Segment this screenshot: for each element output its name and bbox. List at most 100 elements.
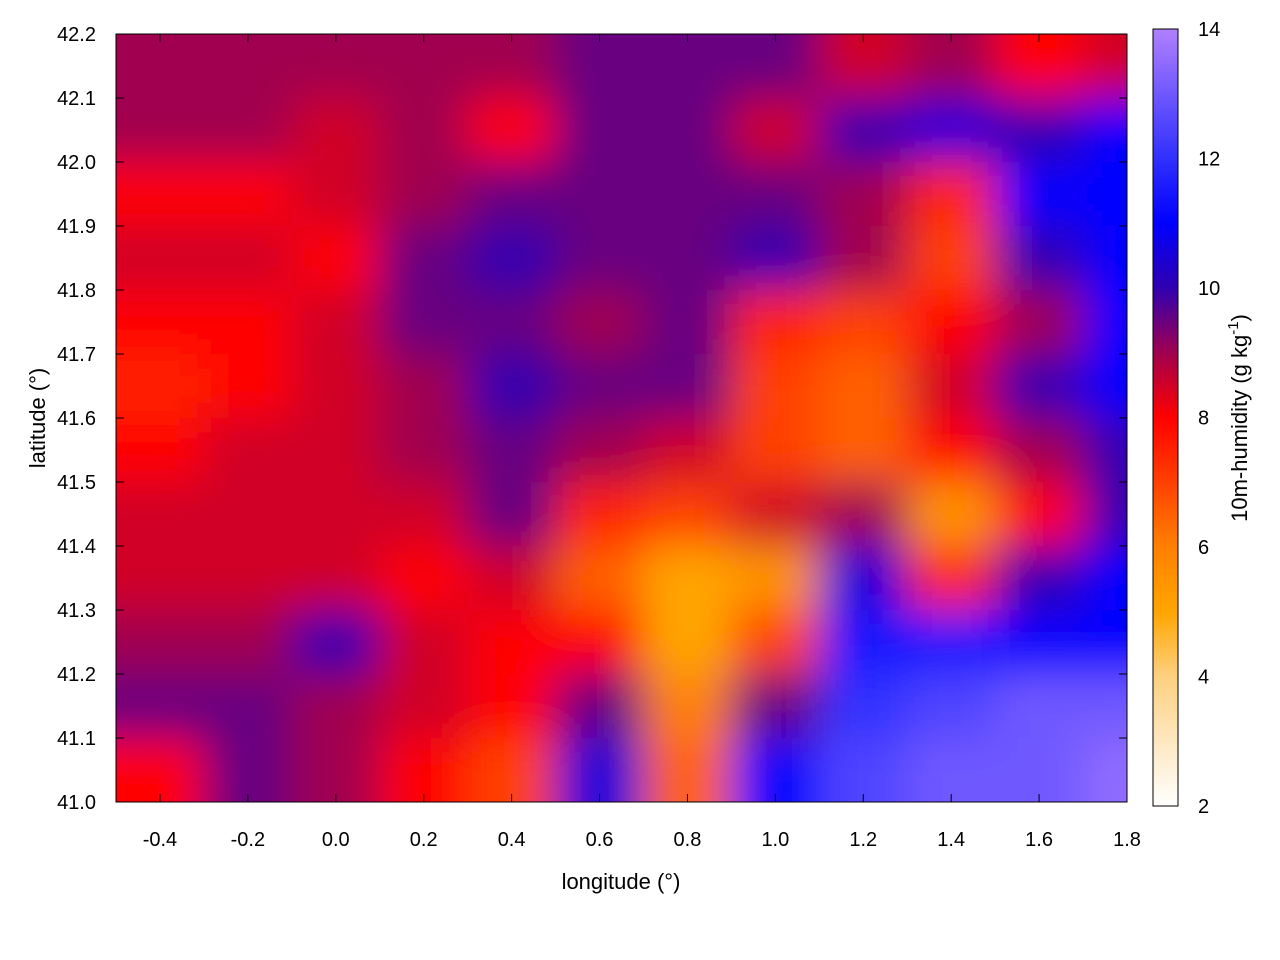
heatmap-cell <box>291 162 381 227</box>
heatmap-cell <box>116 482 205 547</box>
heatmap-cell <box>116 546 205 611</box>
heatmap-cell <box>291 34 381 99</box>
heatmap-cell <box>907 162 997 227</box>
heatmap-cell <box>643 546 733 611</box>
heatmap-cell <box>555 354 645 419</box>
heatmap-cell <box>995 34 1085 99</box>
heatmap-cell <box>907 98 997 163</box>
heatmap-cell <box>291 482 381 547</box>
heatmap-cell <box>203 418 293 483</box>
colorbar <box>1152 28 1179 807</box>
heatmap-cell <box>555 546 645 611</box>
heatmap-cell <box>116 738 205 802</box>
y-tick-label: 42.1 <box>57 88 96 110</box>
heatmap-cell <box>1083 674 1127 739</box>
heatmap-cell <box>995 674 1085 739</box>
heatmap-cell <box>379 34 469 99</box>
x-tick-label: 0.2 <box>410 829 438 851</box>
heatmap-cell <box>819 418 909 483</box>
colorbar-tick-label: 12 <box>1198 149 1220 171</box>
heatmap-cell <box>819 354 909 419</box>
heatmap-cell <box>203 546 293 611</box>
y-tick-label: 42.0 <box>57 152 96 174</box>
heatmap-cell <box>1083 162 1127 227</box>
heatmap-cell <box>907 226 997 291</box>
heatmap-cell <box>731 98 821 163</box>
x-tick-label: 1.0 <box>761 829 789 851</box>
heatmap-cell <box>379 482 469 547</box>
colorbar-tick-label: 10 <box>1198 278 1220 300</box>
heatmap-cell <box>819 546 909 611</box>
heatmap-cell <box>907 354 997 419</box>
heatmap-cell <box>203 354 293 419</box>
heatmap-cell <box>731 290 821 355</box>
heatmap-cell <box>467 482 557 547</box>
x-tick-label: 0.6 <box>586 829 614 851</box>
heatmap-cell <box>995 162 1085 227</box>
heatmap-cell <box>1083 418 1127 483</box>
heatmap-cell <box>291 738 381 802</box>
x-tick-label: 0.8 <box>674 829 702 851</box>
heatmap-cell <box>555 738 645 802</box>
heatmap-cell <box>643 98 733 163</box>
heatmap-cell <box>203 674 293 739</box>
heatmap-cell <box>995 354 1085 419</box>
heatmap-cell <box>995 738 1085 802</box>
heatmap-cell <box>1083 34 1127 99</box>
heatmap-cell <box>907 418 997 483</box>
x-tick-label: 1.8 <box>1113 829 1141 851</box>
heatmap-cell <box>203 226 293 291</box>
heatmap-cell <box>467 98 557 163</box>
heatmap-cell <box>731 354 821 419</box>
heatmap-cell <box>907 34 997 99</box>
y-tick-label: 41.2 <box>57 664 96 686</box>
heatmap-cell <box>291 290 381 355</box>
heatmap-cell <box>467 546 557 611</box>
heatmap-cell <box>467 354 557 419</box>
heatmap-cell <box>379 290 469 355</box>
heatmap-cell <box>731 226 821 291</box>
heatmap-cell <box>1083 226 1127 291</box>
heatmap-cell <box>731 482 821 547</box>
colorbar-tick-label: 4 <box>1198 667 1209 689</box>
y-tick-label: 41.3 <box>57 600 96 622</box>
y-tick-label: 41.4 <box>57 536 96 558</box>
heatmap-cell <box>731 418 821 483</box>
heatmap-cell <box>907 546 997 611</box>
heatmap-cell <box>203 738 293 802</box>
heatmap-cell <box>819 674 909 739</box>
y-tick-label: 41.6 <box>57 408 96 430</box>
heatmap-cell <box>555 226 645 291</box>
y-tick-label: 41.1 <box>57 728 96 750</box>
heatmap-cell <box>116 290 205 355</box>
heatmap-cell <box>1083 354 1127 419</box>
heatmap-cell <box>643 162 733 227</box>
heatmap-cell <box>467 674 557 739</box>
heatmap-cell <box>995 482 1085 547</box>
x-tick-label: 0.0 <box>322 829 350 851</box>
heatmap-cell <box>555 290 645 355</box>
heatmap-cell <box>995 226 1085 291</box>
heatmap-cell <box>467 34 557 99</box>
x-tick-label: -0.4 <box>143 829 177 851</box>
heatmap-cell <box>907 738 997 802</box>
heatmap-cell <box>116 226 205 291</box>
heatmap-cell <box>995 98 1085 163</box>
heatmap-cell <box>731 610 821 675</box>
heatmap-cell <box>995 418 1085 483</box>
heatmap-cell <box>731 162 821 227</box>
heatmap-cell <box>291 610 381 675</box>
heatmap-cell <box>555 482 645 547</box>
heatmap-cell <box>643 482 733 547</box>
heatmap-cell <box>643 674 733 739</box>
heatmap-cell <box>995 290 1085 355</box>
heatmap-cell <box>643 226 733 291</box>
colorbar-tick-label: 14 <box>1198 19 1220 41</box>
heatmap-cell <box>203 290 293 355</box>
heatmap-cell <box>819 482 909 547</box>
heatmap-cell <box>995 610 1085 675</box>
heatmap-cell <box>819 98 909 163</box>
heatmap-cell <box>203 34 293 99</box>
heatmap-cell <box>379 226 469 291</box>
